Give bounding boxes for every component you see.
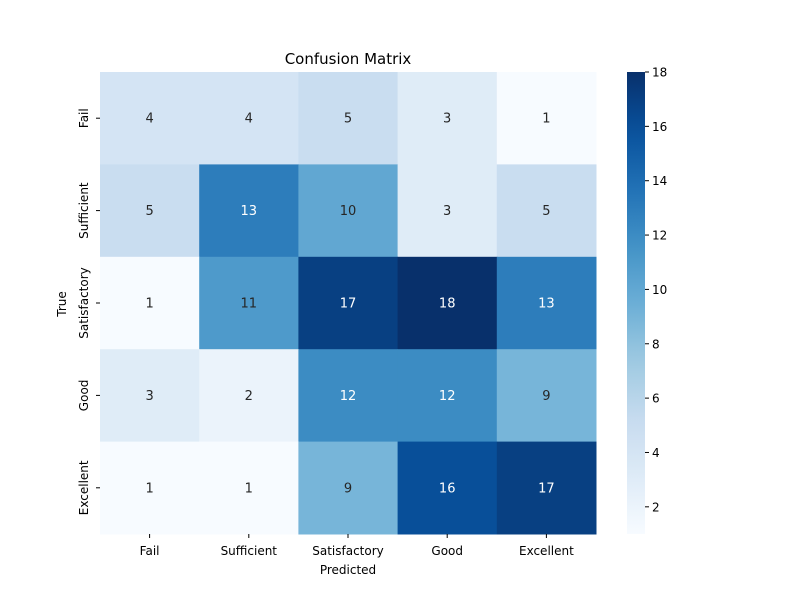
heatmap-cell bbox=[199, 72, 299, 165]
heatmap-cell bbox=[397, 441, 498, 535]
cell-value-label: 1 bbox=[245, 481, 253, 496]
heatmap-cell bbox=[100, 349, 200, 443]
heatmap-cell bbox=[496, 72, 597, 165]
x-tick-label: Sufficient bbox=[221, 544, 278, 558]
cell-value-label: 16 bbox=[439, 481, 456, 496]
cell-value-label: 13 bbox=[538, 297, 555, 312]
heatmap-cell bbox=[199, 349, 299, 443]
chart-title: Confusion Matrix bbox=[285, 50, 412, 68]
y-tick-label: Excellent bbox=[77, 460, 91, 515]
colorbar-tick-label: 16 bbox=[652, 120, 667, 134]
heatmap-cell bbox=[100, 72, 200, 165]
cell-value-label: 4 bbox=[245, 112, 253, 127]
colorbar-tick-label: 2 bbox=[652, 500, 660, 514]
cell-value-label: 1 bbox=[145, 481, 153, 496]
colorbar-tick-label: 4 bbox=[652, 446, 660, 460]
cell-value-label: 12 bbox=[439, 389, 456, 404]
cell-value-label: 1 bbox=[145, 297, 153, 312]
colorbar-tick-label: 18 bbox=[652, 66, 667, 80]
y-axis: Fail Sufficient Satisfactory Good Excellent bbox=[77, 108, 100, 515]
heatmap-cell bbox=[397, 256, 498, 350]
x-tick-label: Good bbox=[431, 544, 463, 558]
heatmap-cell bbox=[397, 72, 498, 165]
cell-value-label: 18 bbox=[439, 297, 456, 312]
y-tick-label: Sufficient bbox=[77, 182, 91, 239]
heatmap-cell bbox=[298, 256, 399, 350]
colorbar-tick-label: 8 bbox=[652, 337, 660, 351]
heatmap-cells bbox=[100, 72, 597, 535]
heatmap-cell bbox=[199, 164, 299, 258]
heatmap-cell bbox=[397, 349, 498, 443]
heatmap-cell bbox=[100, 441, 200, 535]
cell-value-label: 3 bbox=[443, 204, 451, 219]
heatmap-cell bbox=[298, 164, 399, 258]
cell-value-labels: 4 4 5 3 15 13 10 3 51 11 17 18 133 2 12 12 91 1 9 16 17 bbox=[145, 112, 554, 497]
x-tick-label: Fail bbox=[140, 544, 160, 558]
x-tick-label: Excellent bbox=[519, 544, 574, 558]
cell-value-label: 17 bbox=[340, 297, 357, 312]
heatmap-cell bbox=[397, 164, 498, 258]
colorbar: 2 4 6 8 10 12 14 16 18 bbox=[627, 66, 667, 534]
cell-value-label: 13 bbox=[241, 204, 258, 219]
cell-value-label: 9 bbox=[542, 389, 550, 404]
heatmap-cell bbox=[100, 164, 200, 258]
cell-value-label: 12 bbox=[340, 389, 357, 404]
colorbar-tick-label: 12 bbox=[652, 229, 667, 243]
y-tick-label: Good bbox=[77, 380, 91, 412]
heatmap-cell bbox=[199, 441, 299, 535]
colorbar-tick-label: 10 bbox=[652, 283, 667, 297]
heatmap-cell bbox=[100, 256, 200, 350]
x-axis: Fail Sufficient Satisfactory Good Excellent bbox=[140, 534, 574, 558]
y-tick-label: Satisfactory bbox=[77, 267, 91, 339]
heatmap-cell bbox=[199, 256, 299, 350]
cell-value-label: 3 bbox=[145, 389, 153, 404]
colorbar-gradient bbox=[627, 72, 645, 534]
cell-value-label: 2 bbox=[245, 389, 253, 404]
cell-value-label: 17 bbox=[538, 481, 555, 496]
cell-value-label: 1 bbox=[542, 112, 550, 127]
cell-value-label: 3 bbox=[443, 112, 451, 127]
cell-value-label: 5 bbox=[542, 204, 550, 219]
heatmap-cell bbox=[298, 72, 399, 165]
heatmap-cell bbox=[496, 256, 597, 350]
y-axis-label: True bbox=[55, 291, 69, 318]
heatmap-cell bbox=[496, 164, 597, 258]
heatmap-cell bbox=[496, 349, 597, 443]
cell-value-label: 9 bbox=[344, 481, 352, 496]
cell-value-label: 10 bbox=[340, 204, 357, 219]
heatmap-cell bbox=[298, 441, 399, 535]
colorbar-tick-label: 6 bbox=[652, 392, 660, 406]
y-tick-label: Fail bbox=[77, 108, 91, 128]
heatmap-cell bbox=[298, 349, 399, 443]
cell-value-label: 5 bbox=[344, 112, 352, 127]
cell-value-label: 11 bbox=[241, 297, 258, 312]
cell-value-label: 4 bbox=[145, 112, 153, 127]
colorbar-tick-label: 14 bbox=[652, 174, 667, 188]
x-axis-label: Predicted bbox=[320, 563, 376, 577]
cell-value-label: 5 bbox=[145, 204, 153, 219]
x-tick-label: Satisfactory bbox=[312, 544, 384, 558]
heatmap-cell bbox=[496, 441, 597, 535]
